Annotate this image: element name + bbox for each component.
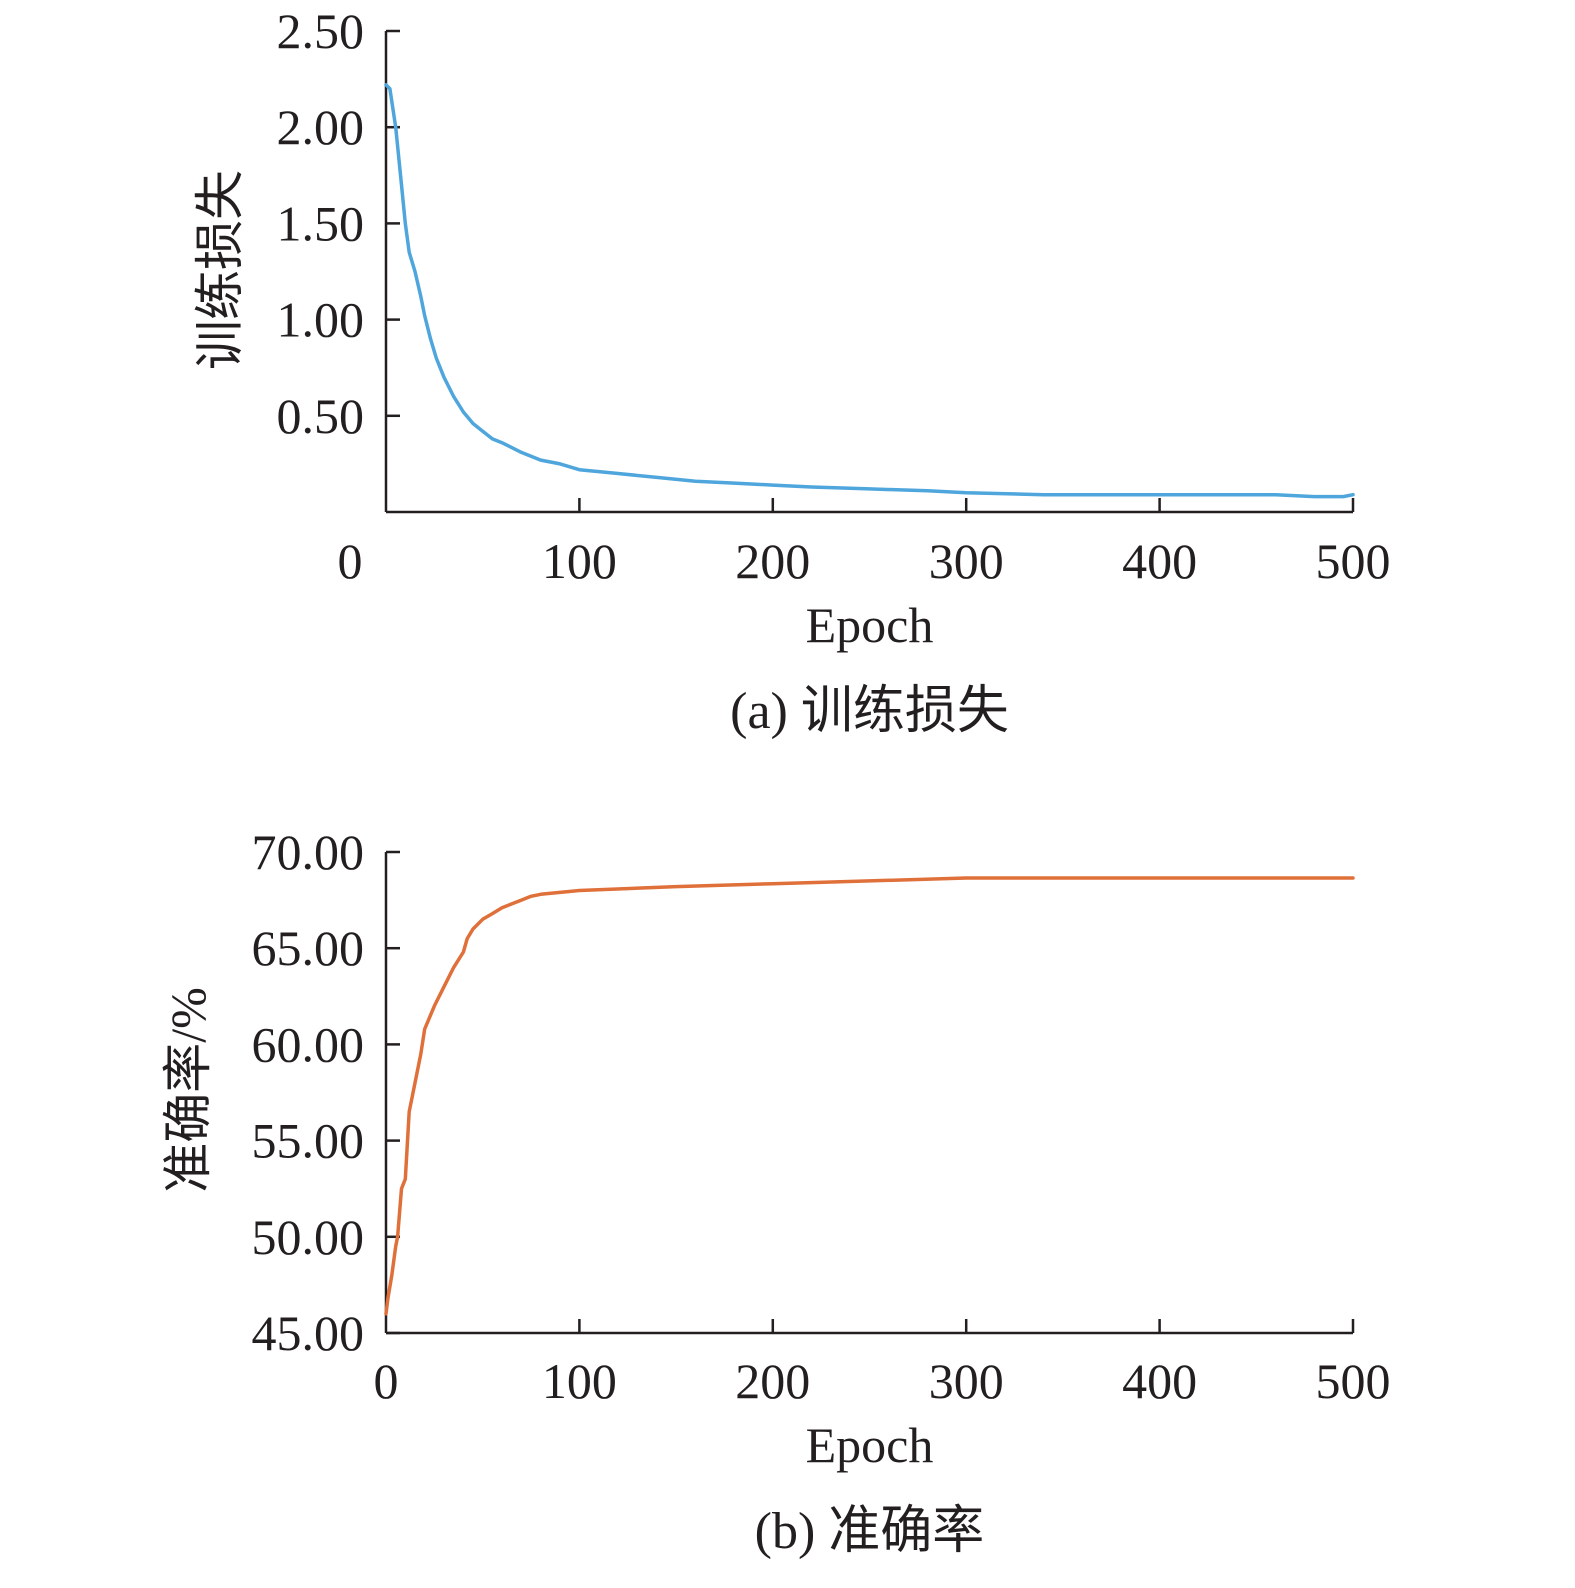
chart-caption: (a) 训练损失 [730,683,1009,740]
y-tick-label: 2.50 [277,3,365,59]
x-tick-label: 300 [929,533,1004,589]
y-tick-label: 1.50 [277,195,365,251]
x-tick-label: 200 [735,533,810,589]
y-tick-label: 0.50 [277,388,365,444]
x-axis-title: Epoch [806,597,934,653]
y-tick-label: 60.00 [252,1016,365,1072]
x-tick-label: 400 [1122,533,1197,589]
y-tick-label: 65.00 [252,920,365,976]
x-tick-label: 0 [338,533,363,589]
y-axis-title: 准确率/% [160,987,216,1193]
y-tick-label: 45.00 [252,1305,365,1361]
x-axis-title: Epoch [806,1417,934,1473]
x-tick-label: 100 [542,533,617,589]
y-tick-label: 50.00 [252,1209,365,1265]
x-tick-label: 500 [1316,533,1391,589]
y-axis-title: 训练损失 [192,170,248,370]
series-line [384,83,1355,499]
x-tick-label: 400 [1122,1353,1197,1409]
x-tick-label: 200 [735,1353,810,1409]
chart-caption: (b) 准确率 [755,1503,985,1560]
series-line [384,876,1355,1316]
training-loss-chart: 0.50 1.00 1.50 2.00 2.50 0 100 200 300 400 500 Epoc… [192,3,1391,740]
y-tick-label: 55.00 [252,1113,365,1169]
x-tick-label: 500 [1316,1353,1391,1409]
y-tick-label: 1.00 [277,292,365,348]
x-tick-label: 0 [374,1353,399,1409]
x-tick-label: 100 [542,1353,617,1409]
x-tick-label: 300 [929,1353,1004,1409]
y-tick-label: 70.00 [252,824,365,880]
y-tick-label: 2.00 [277,99,365,155]
accuracy-chart: 45.00 50.00 55.00 60.00 65.00 70.00 0 100 200 300… [160,824,1391,1560]
